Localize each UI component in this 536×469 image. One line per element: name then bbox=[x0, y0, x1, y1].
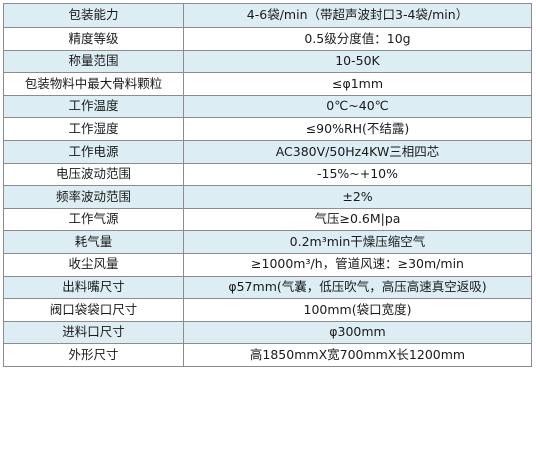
row-value: -15%~+10% bbox=[183, 162, 532, 187]
table-row: 进料口尺寸 φ300mm bbox=[3, 320, 532, 345]
row-value: 0℃~40℃ bbox=[183, 94, 532, 119]
row-value: ≤90%RH(不结露) bbox=[183, 117, 532, 141]
table-row: 频率波动范围 ±2% bbox=[3, 185, 532, 209]
table-row: 耗气量 0.2m³min干燥压缩空气 bbox=[3, 230, 532, 254]
row-value: φ300mm bbox=[183, 320, 532, 345]
table-row: 阀口袋袋口尺寸 100mm(袋口宽度) bbox=[3, 298, 532, 322]
row-label: 出料嘴尺寸 bbox=[3, 275, 184, 300]
row-label: 电压波动范围 bbox=[3, 162, 184, 187]
row-value: AC380V/50Hz4KW三相四芯 bbox=[183, 139, 532, 164]
table-row: 精度等级 0.5级分度值：10g bbox=[3, 27, 532, 51]
row-label: 外形尺寸 bbox=[3, 343, 184, 367]
table-row: 包装能力 4-6袋/min（带超声波封口3-4袋/min） bbox=[3, 3, 532, 28]
row-value: 气压≥0.6M|pa bbox=[183, 207, 532, 232]
row-label: 工作气源 bbox=[3, 207, 184, 232]
table-row: 称量范围 10-50K bbox=[3, 49, 532, 74]
row-value: 0.2m³min干燥压缩空气 bbox=[183, 230, 532, 254]
row-label: 进料口尺寸 bbox=[3, 320, 184, 345]
table-row: 工作电源 AC380V/50Hz4KW三相四芯 bbox=[3, 139, 532, 164]
table-row: 出料嘴尺寸 φ57mm(气囊，低压吹气，高压高速真空返吸) bbox=[3, 275, 532, 300]
row-value: 4-6袋/min（带超声波封口3-4袋/min） bbox=[183, 3, 532, 28]
table-row: 收尘风量 ≥1000m³/h，管道风速：≥30m/min bbox=[3, 252, 532, 277]
table-row: 工作气源 气压≥0.6M|pa bbox=[3, 207, 532, 232]
row-value: φ57mm(气囊，低压吹气，高压高速真空返吸) bbox=[183, 275, 532, 300]
row-label: 频率波动范围 bbox=[3, 185, 184, 209]
row-value: ≤φ1mm bbox=[183, 72, 532, 96]
row-label: 工作湿度 bbox=[3, 117, 184, 141]
row-value: 高1850mmX宽700mmX长1200mm bbox=[183, 343, 532, 367]
table-row: 外形尺寸 高1850mmX宽700mmX长1200mm bbox=[3, 343, 532, 367]
row-value: ≥1000m³/h，管道风速：≥30m/min bbox=[183, 252, 532, 277]
row-label: 包装物料中最大骨料颗粒 bbox=[3, 72, 184, 96]
table-row: 电压波动范围 -15%~+10% bbox=[3, 162, 532, 187]
row-label: 包装能力 bbox=[3, 3, 184, 28]
row-value: 10-50K bbox=[183, 49, 532, 74]
table-row: 工作温度 0℃~40℃ bbox=[3, 94, 532, 119]
row-value: 0.5级分度值：10g bbox=[183, 27, 532, 51]
row-label: 阀口袋袋口尺寸 bbox=[3, 298, 184, 322]
row-label: 称量范围 bbox=[3, 49, 184, 74]
row-label: 收尘风量 bbox=[3, 252, 184, 277]
row-label: 工作温度 bbox=[3, 94, 184, 119]
table-row: 工作湿度 ≤90%RH(不结露) bbox=[3, 117, 532, 141]
row-label: 工作电源 bbox=[3, 139, 184, 164]
row-label: 耗气量 bbox=[3, 230, 184, 254]
row-value: 100mm(袋口宽度) bbox=[183, 298, 532, 322]
spec-table: 包装能力 4-6袋/min（带超声波封口3-4袋/min） 精度等级 0.5级分… bbox=[3, 3, 532, 367]
row-label: 精度等级 bbox=[3, 27, 184, 51]
table-row: 包装物料中最大骨料颗粒 ≤φ1mm bbox=[3, 72, 532, 96]
row-value: ±2% bbox=[183, 185, 532, 209]
